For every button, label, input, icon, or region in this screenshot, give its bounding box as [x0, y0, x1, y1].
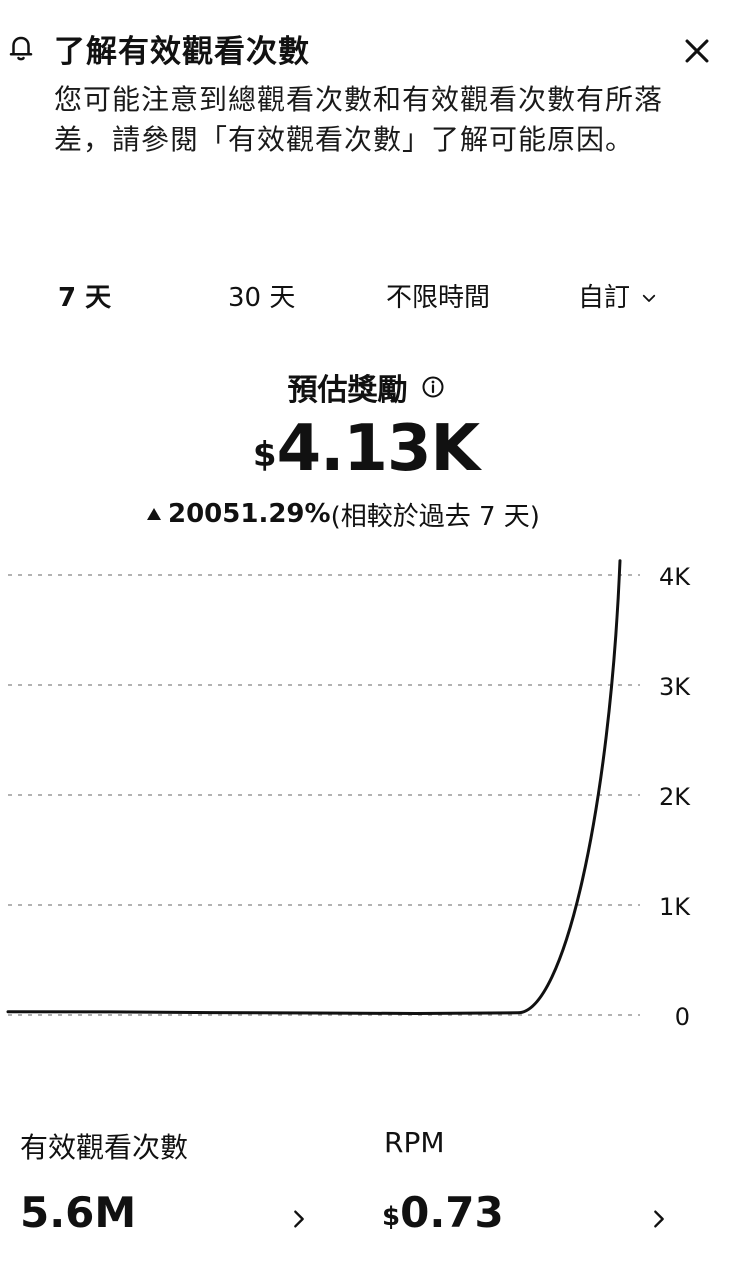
tab-custom-label: 自訂 — [578, 283, 631, 313]
views-value: 5.6M — [20, 1188, 137, 1237]
rpm-value: 0.73 — [400, 1188, 504, 1237]
metric-currency: $ — [252, 435, 277, 475]
series-line — [6, 559, 622, 1015]
info-icon[interactable] — [421, 375, 445, 399]
rewards-chart: 4K 3K 2K 1K 0 — [0, 540, 732, 1080]
y-tick-label: 1K — [659, 893, 691, 921]
date-range-tabs: 7 天 30 天 不限時間 自訂 — [0, 270, 732, 330]
stats-row: 有效觀看次數 5.6M RPM $0.73 — [0, 1110, 732, 1280]
metric-header: 預估獎勵 — [0, 365, 732, 413]
metric-value: 4.13K — [276, 412, 480, 486]
rpm-currency: $ — [382, 1202, 401, 1232]
triangle-up-icon — [147, 508, 161, 520]
change-note: (相較於過去 7 天) — [330, 501, 540, 532]
tab-7-days[interactable]: 7 天 — [58, 283, 112, 313]
bell-icon — [9, 36, 33, 61]
notice-body: 您可能注意到總觀看次數和有效觀看次數有所落差，請參閱「有效觀看次數」了解可能原因… — [54, 83, 664, 156]
notice-title: 了解有效觀看次數 — [54, 34, 310, 70]
metric-value-row: $4.13K — [0, 412, 732, 496]
y-tick-label: 2K — [659, 783, 691, 811]
y-tick-label: 0 — [675, 1003, 690, 1031]
rewards-chart-svg: 4K 3K 2K 1K 0 — [6, 559, 691, 1031]
rpm-label: RPM — [384, 1126, 445, 1159]
rpm-chevron-right-icon[interactable] — [648, 1208, 670, 1230]
metric-title: 預估獎勵 — [287, 373, 408, 408]
views-chevron-right-icon[interactable] — [288, 1208, 310, 1230]
metric-change: 20051.29% (相較於過去 7 天) — [146, 494, 540, 534]
views-label: 有效觀看次數 — [20, 1131, 189, 1164]
chevron-down-icon — [642, 294, 656, 302]
change-value: 20051.29% — [168, 499, 331, 529]
rpm-value-row: $0.73 — [382, 1188, 504, 1237]
tab-30-days[interactable]: 30 天 — [228, 283, 296, 313]
tab-all-time[interactable]: 不限時間 — [386, 283, 491, 313]
close-icon[interactable] — [680, 34, 714, 68]
tab-custom[interactable]: 自訂 — [578, 280, 658, 316]
y-tick-label: 4K — [659, 563, 691, 591]
notice-banner: 了解有效觀看次數 您可能注意到總觀看次數和有效觀看次數有所落差，請參閱「有效觀看… — [0, 0, 732, 220]
y-tick-label: 3K — [659, 673, 691, 701]
